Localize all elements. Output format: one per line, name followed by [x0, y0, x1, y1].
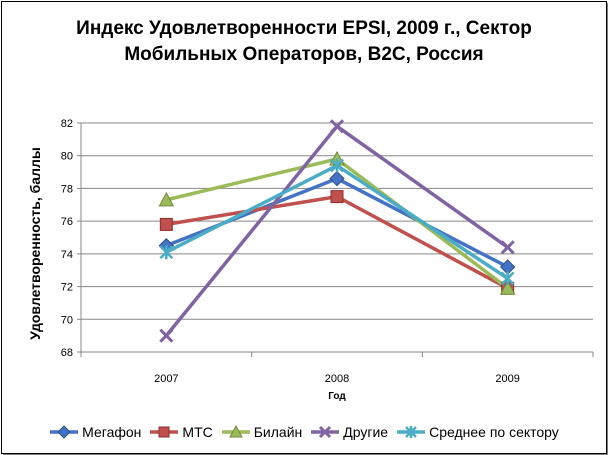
chart-title-line-2: Мобильных Операторов, B2C, Россия [124, 44, 484, 65]
data-point [159, 328, 174, 343]
data-point [330, 158, 344, 173]
diamond-marker [57, 425, 71, 439]
x-tick-label: 2009 [495, 373, 519, 385]
y-tick-label: 70 [61, 314, 73, 326]
star-legend-icon [397, 426, 426, 438]
star-marker [500, 271, 515, 286]
triangle-marker [228, 424, 243, 438]
chart-title: Индекс Удовлетворенности EPSI, 2009 г., … [0, 16, 608, 68]
y-tick-label: 78 [61, 183, 73, 195]
square-marker [330, 190, 344, 204]
x-marker [159, 328, 174, 343]
star-marker [159, 245, 174, 260]
y-tick-label: 76 [61, 216, 73, 228]
x-tick-label: 2008 [325, 373, 349, 385]
legend-item: Другие [310, 424, 388, 440]
x-legend-icon [311, 425, 340, 439]
data-point [500, 271, 515, 286]
y-tick-label: 74 [61, 249, 73, 261]
x-marker [319, 425, 332, 439]
data-point [330, 190, 344, 204]
legend-label: Мегафон [82, 424, 142, 440]
square-marker [159, 217, 173, 231]
legend-label: Среднее по сектору [429, 424, 559, 440]
y-tick-label: 68 [61, 347, 73, 359]
square-legend-icon [150, 426, 179, 438]
square-marker [158, 426, 170, 438]
y-tick-label: 80 [61, 151, 73, 163]
triangle-marker [499, 280, 516, 295]
diamond-marker [329, 170, 345, 187]
data-point [159, 245, 174, 260]
data-point [228, 424, 243, 438]
legend-item: МТС [149, 424, 213, 440]
star-marker [330, 158, 344, 173]
data-point [319, 425, 332, 439]
legend-item: Мегафон [49, 424, 141, 440]
x-marker [329, 119, 345, 134]
data-point [158, 426, 170, 438]
data-point [499, 280, 516, 295]
x-tick-label: 2007 [154, 373, 178, 385]
y-axis-title: Удовлетворенность, баллы [27, 147, 43, 340]
chart-title-line-1: Индекс Удовлетворенности EPSI, 2009 г., … [76, 18, 532, 39]
triangle-marker [158, 191, 175, 207]
x-axis-title: Год [328, 391, 346, 402]
chart-legend: Мегафон МТС Билайн Другие Среднее по сектору [0, 424, 608, 440]
triangle-legend-icon [221, 424, 250, 438]
diamond-legend-icon [50, 425, 79, 439]
legend-label: МТС [182, 424, 213, 440]
data-point [329, 119, 345, 134]
data-point [500, 240, 515, 255]
y-tick-label: 72 [61, 282, 73, 294]
data-point [159, 217, 173, 231]
data-point [329, 170, 345, 187]
legend-item: Среднее по сектору [396, 424, 559, 440]
legend-label: Билайн [253, 424, 303, 440]
data-point [158, 191, 175, 207]
x-marker [500, 240, 515, 255]
legend-item: Билайн [221, 424, 303, 440]
data-point [57, 425, 71, 439]
y-tick-label: 82 [61, 118, 73, 130]
data-point [405, 426, 417, 438]
star-marker [405, 426, 417, 438]
legend-label: Другие [343, 424, 389, 440]
